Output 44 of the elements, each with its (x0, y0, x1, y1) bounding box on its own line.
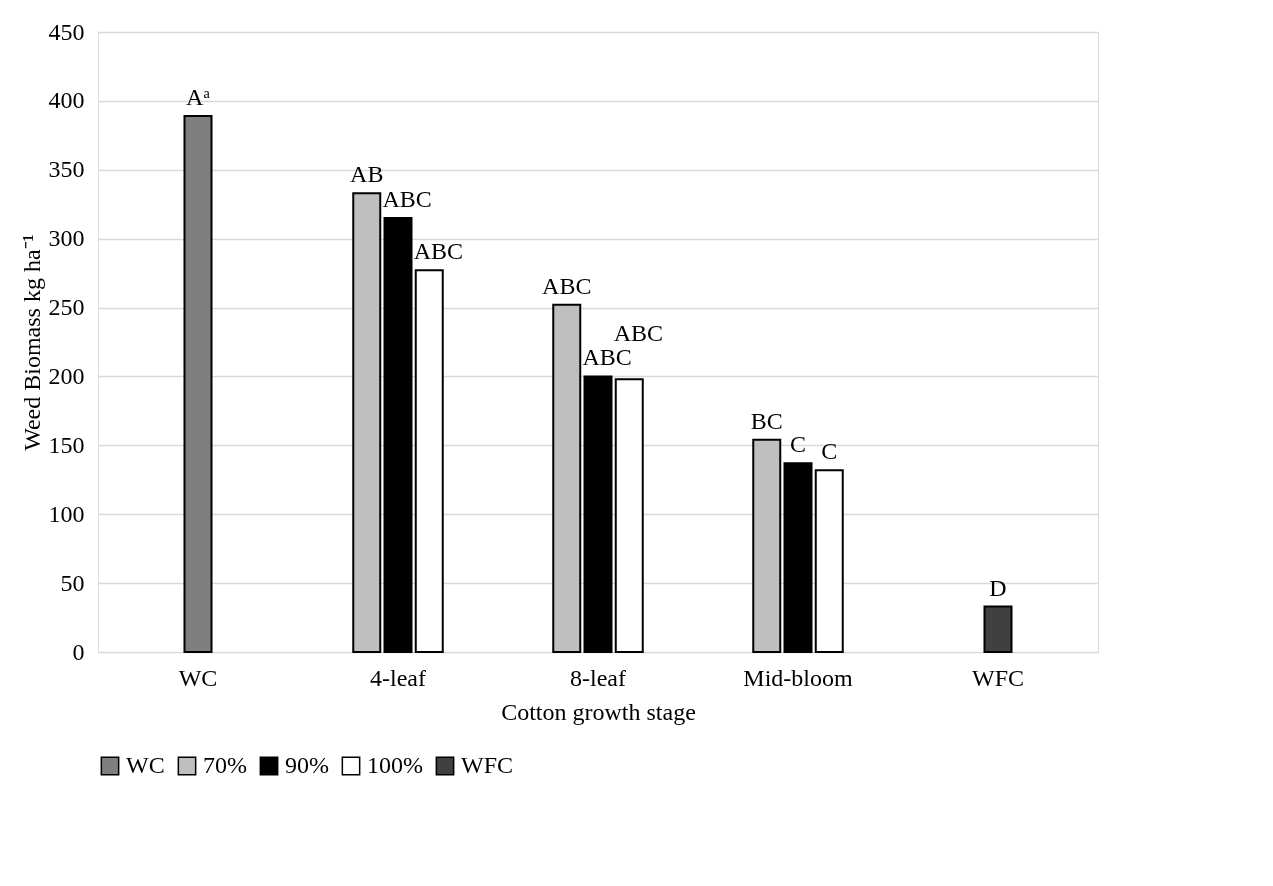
bar (583, 375, 613, 653)
data-label: ABC (542, 272, 592, 299)
y-tick-label: 100 (48, 500, 85, 527)
data-label: AB (350, 161, 384, 188)
x-tick-label: 8-leaf (570, 664, 626, 691)
y-tick-label: 0 (72, 638, 85, 665)
legend-label: WC (126, 752, 165, 778)
data-label: C (821, 438, 838, 465)
bar (983, 605, 1013, 653)
bar (183, 115, 213, 653)
y-tick-label: 250 (48, 294, 85, 321)
y-tick-label: 300 (48, 225, 85, 252)
data-label: BC (750, 407, 783, 434)
data-label: ABC (613, 320, 664, 347)
bar (752, 438, 782, 653)
y-axis-title: Weed Biomass kg ha⁻¹ (18, 234, 45, 451)
legend-label: 90% (285, 752, 329, 778)
data-label: D (989, 574, 1007, 601)
y-tick-label: 350 (48, 156, 85, 183)
y-tick-label: 400 (48, 87, 85, 114)
y-tick-label: 150 (48, 431, 85, 458)
bar (383, 217, 413, 653)
bar (614, 378, 644, 653)
x-tick-label: 4-leaf (370, 664, 426, 691)
bar (414, 269, 444, 653)
data-label: Aᵃ (186, 84, 211, 111)
bar (783, 462, 813, 653)
legend-label: 100% (367, 752, 423, 778)
bar (814, 469, 844, 653)
data-label: ABC (582, 344, 632, 371)
x-tick-label: Mid-bloom (743, 664, 853, 691)
data-label: ABC (382, 186, 432, 212)
legend-label: 70% (203, 752, 247, 778)
bar (352, 192, 382, 653)
x-axis-title: Cotton growth stage (501, 698, 696, 725)
data-label: ABC (413, 238, 464, 265)
x-tick-label: WFC (971, 664, 1025, 691)
x-tick-label: WC (178, 664, 218, 691)
y-tick-label: 50 (60, 569, 85, 596)
bar (552, 303, 582, 653)
y-tick-label: 200 (48, 362, 85, 389)
legend-label: WFC (461, 752, 514, 778)
y-tick-label: 450 (48, 18, 85, 45)
data-label: C (789, 431, 807, 458)
